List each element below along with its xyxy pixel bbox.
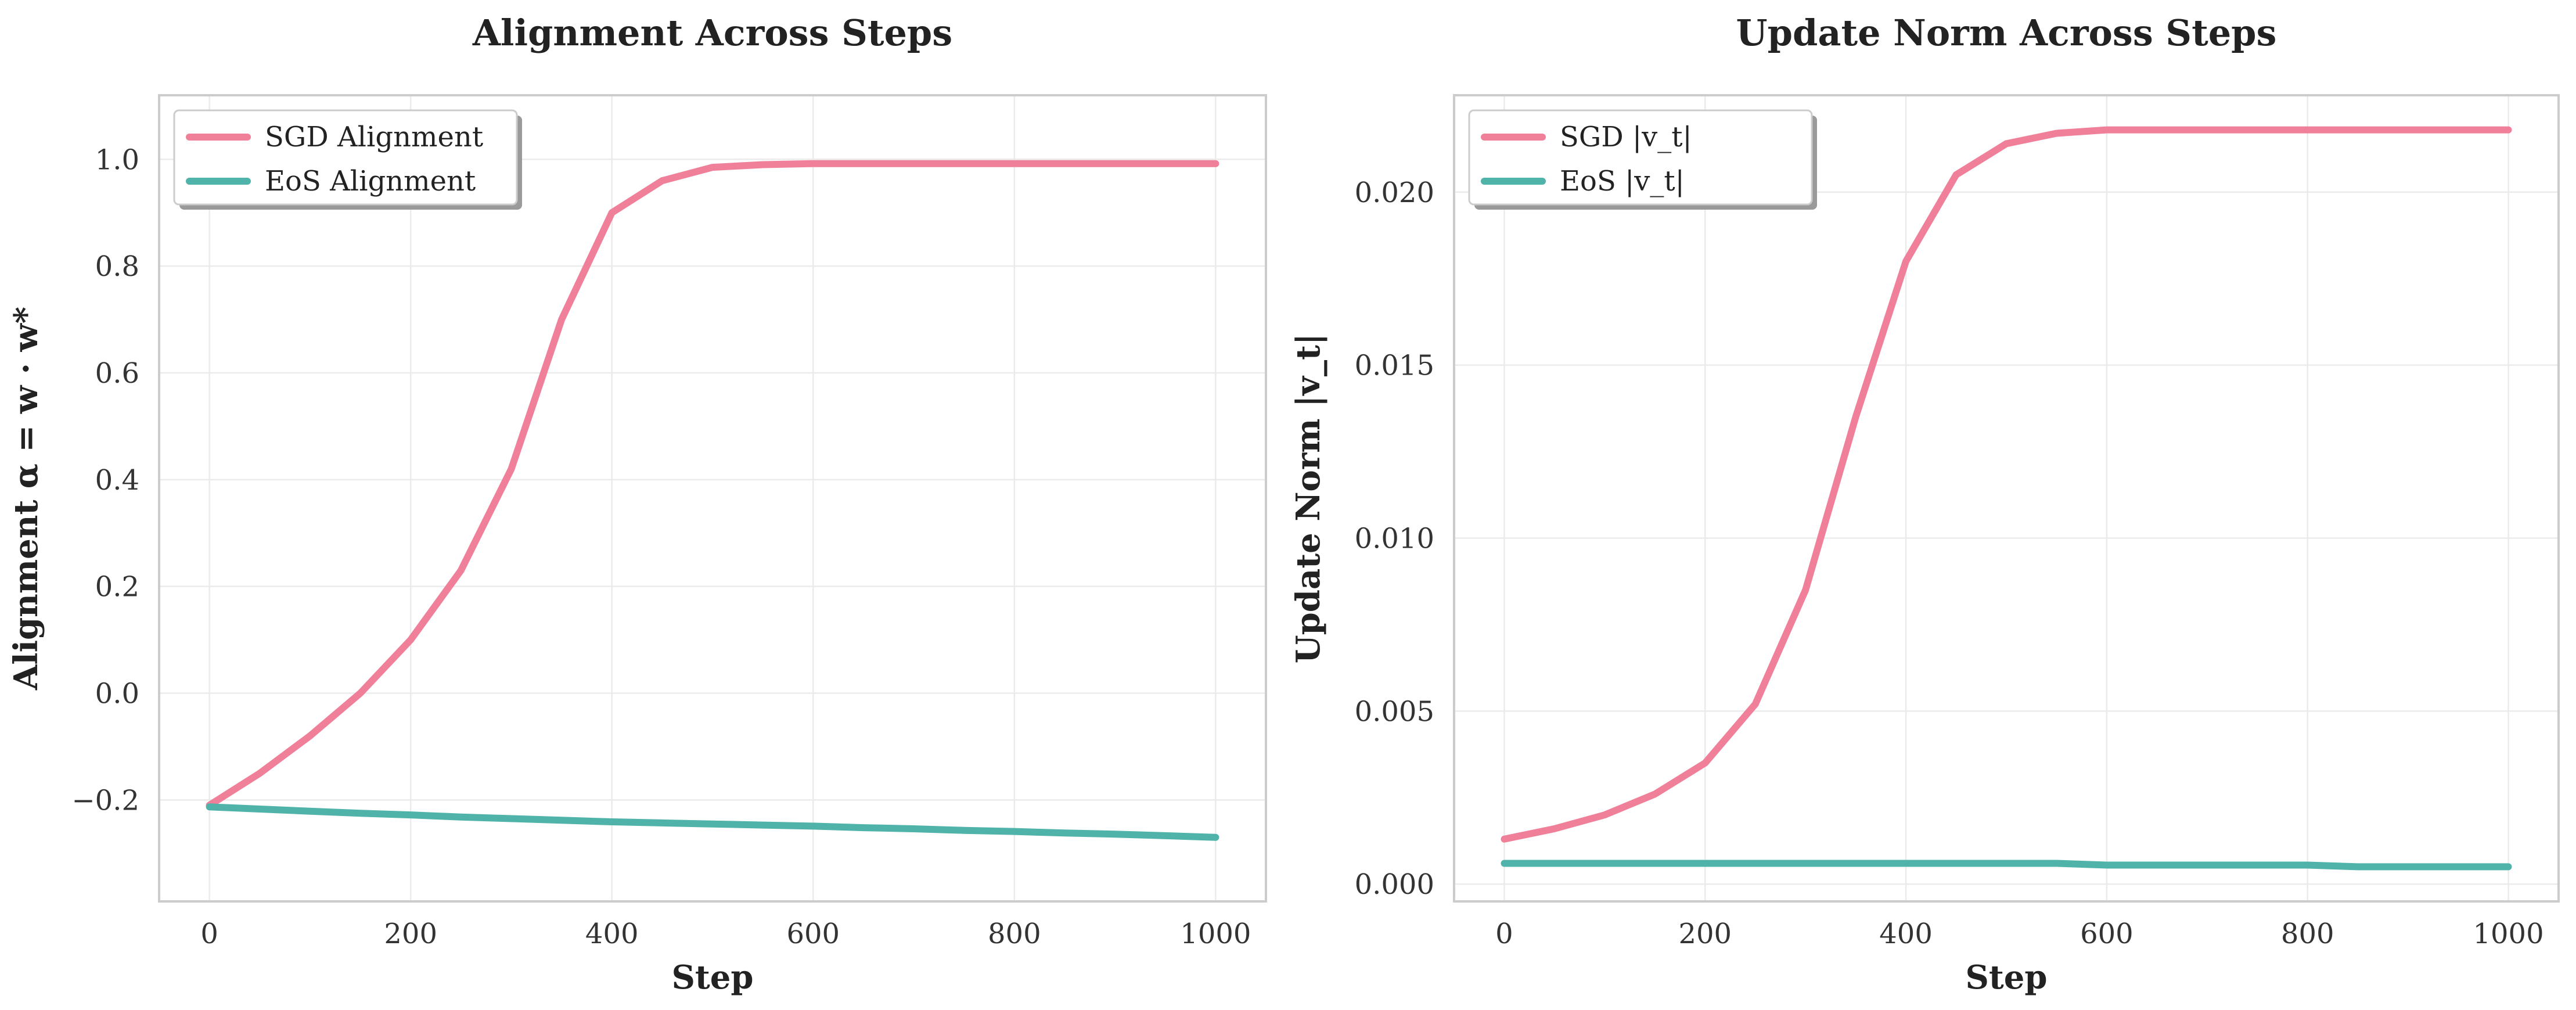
- series-line-2: [206, 803, 1219, 841]
- x-tick-label: 0: [1495, 918, 1513, 950]
- plot-frame: [1453, 94, 2560, 903]
- y-tick-label: 0.015: [1355, 350, 1434, 382]
- x-tick-label: 1000: [2473, 918, 2543, 950]
- y-tick-label: 0.010: [1355, 523, 1434, 555]
- x-axis-label: Step: [671, 958, 753, 997]
- series-line-2: [1501, 860, 2512, 871]
- legend-label-2: EoS |v_t|: [1560, 165, 1685, 197]
- legend-box: [1468, 109, 1813, 206]
- y-tick-label: 0.005: [1355, 695, 1434, 728]
- chart-panel-1: 0 200 400 600 800 1000 −0.2 0.0 0.2 0.4 0.6 0.8 1.0 A…: [7, 12, 1267, 997]
- legend: SGD |v_t| EoS |v_t|: [1468, 109, 1817, 210]
- x-tick-label: 800: [988, 918, 1041, 950]
- legend-box: [173, 109, 518, 206]
- series-line-1: [206, 160, 1219, 809]
- x-tick-label: 200: [1678, 918, 1732, 950]
- legend: SGD Alignment EoS Alignment: [173, 109, 522, 210]
- y-tick-label: 0.2: [95, 571, 139, 603]
- legend-label-1: SGD Alignment: [265, 121, 483, 153]
- x-tick-label: 1000: [1180, 918, 1251, 950]
- legend-label-1: SGD |v_t|: [1560, 121, 1692, 153]
- series-line-1: [1501, 126, 2512, 843]
- y-tick-label: 0.0: [95, 678, 139, 710]
- y-tick-label: 1.0: [95, 143, 139, 176]
- x-tick-label: 800: [2281, 918, 2334, 950]
- x-tick-label: 600: [786, 918, 840, 950]
- plot-frame: [158, 94, 1267, 903]
- x-tick-label: 0: [200, 918, 218, 950]
- x-tick-label: 200: [384, 918, 437, 950]
- chart-title: Update Norm Across Steps: [1736, 12, 2277, 54]
- y-tick-label: 0.6: [95, 357, 139, 390]
- y-axis-label: Alignment α = w · w*: [7, 307, 45, 691]
- y-tick-label: 0.000: [1355, 868, 1434, 901]
- y-axis-label: Update Norm |v_t|: [1289, 333, 1327, 663]
- chart-title: Alignment Across Steps: [472, 12, 952, 54]
- chart-panel-2: 0 200 400 600 800 1000 0.000 0.005 0.010 0.015 0.0…: [1289, 12, 2560, 997]
- y-tick-label: −0.2: [71, 784, 139, 817]
- y-tick-label: 0.4: [95, 464, 139, 497]
- x-tick-label: 400: [585, 918, 639, 950]
- x-axis-label: Step: [1965, 958, 2047, 997]
- y-tick-label: 0.8: [95, 250, 139, 283]
- y-tick-label: 0.020: [1355, 177, 1434, 209]
- legend-label-2: EoS Alignment: [265, 165, 476, 197]
- x-tick-label: 600: [2080, 918, 2134, 950]
- x-tick-label: 400: [1879, 918, 1933, 950]
